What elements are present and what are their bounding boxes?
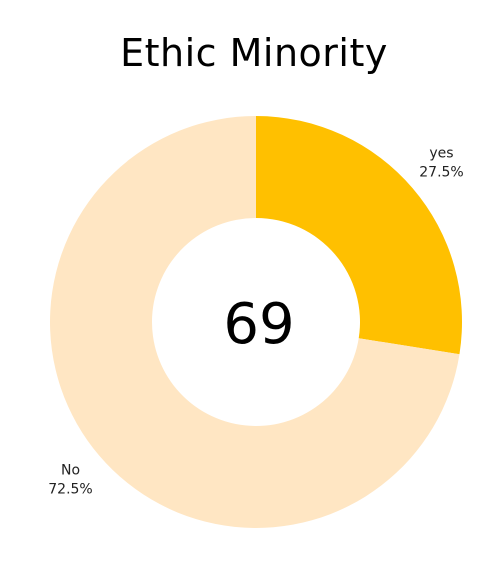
donut-slices xyxy=(50,116,462,528)
slice-value-yes: 27.5% xyxy=(419,165,463,181)
center-value: 69 xyxy=(223,292,294,357)
slice-labels: yes 27.5% No 72.5% xyxy=(48,146,463,498)
donut-slice-no xyxy=(50,116,460,528)
chart-title: Ethic Minority xyxy=(120,31,388,75)
donut-slice-yes xyxy=(256,116,462,355)
slice-value-no: 72.5% xyxy=(48,482,92,498)
slice-label-no: No xyxy=(61,463,80,479)
slice-label-yes: yes xyxy=(429,146,453,162)
